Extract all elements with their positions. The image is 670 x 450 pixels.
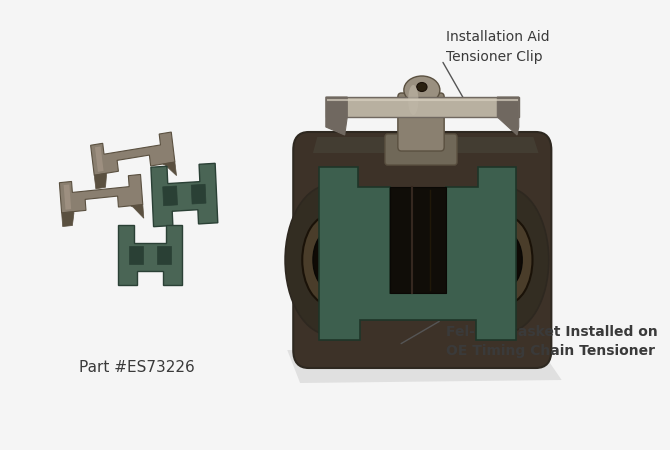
Polygon shape (60, 175, 143, 213)
Ellipse shape (285, 185, 375, 335)
Ellipse shape (417, 82, 427, 91)
Ellipse shape (479, 216, 533, 304)
Polygon shape (62, 212, 74, 226)
Polygon shape (326, 97, 519, 117)
Polygon shape (64, 184, 71, 210)
Polygon shape (191, 184, 206, 204)
Ellipse shape (485, 228, 507, 273)
Ellipse shape (490, 233, 522, 288)
Ellipse shape (306, 225, 332, 275)
Polygon shape (163, 162, 176, 176)
Polygon shape (163, 186, 178, 206)
Ellipse shape (302, 215, 358, 305)
Polygon shape (151, 163, 218, 227)
Polygon shape (287, 350, 561, 383)
Polygon shape (129, 246, 143, 265)
Polygon shape (497, 97, 519, 135)
Polygon shape (94, 173, 107, 189)
Text: Part #ES73226: Part #ES73226 (79, 360, 195, 375)
Polygon shape (390, 187, 446, 293)
Polygon shape (326, 97, 347, 135)
Polygon shape (118, 225, 182, 285)
Ellipse shape (408, 85, 419, 115)
FancyBboxPatch shape (385, 134, 457, 165)
Polygon shape (313, 137, 539, 153)
Text: Fel-Pro Gasket Installed on
OE Timing Chain Tensioner: Fel-Pro Gasket Installed on OE Timing Ch… (446, 325, 658, 359)
FancyBboxPatch shape (398, 93, 444, 151)
Polygon shape (90, 132, 175, 175)
Text: Installation Aid
Tensioner Clip: Installation Aid Tensioner Clip (446, 30, 549, 63)
Polygon shape (319, 167, 516, 340)
FancyBboxPatch shape (293, 132, 551, 368)
Ellipse shape (463, 188, 549, 333)
Ellipse shape (313, 231, 347, 289)
Polygon shape (131, 205, 144, 218)
Polygon shape (157, 246, 172, 265)
Polygon shape (95, 146, 104, 172)
Ellipse shape (404, 76, 440, 104)
